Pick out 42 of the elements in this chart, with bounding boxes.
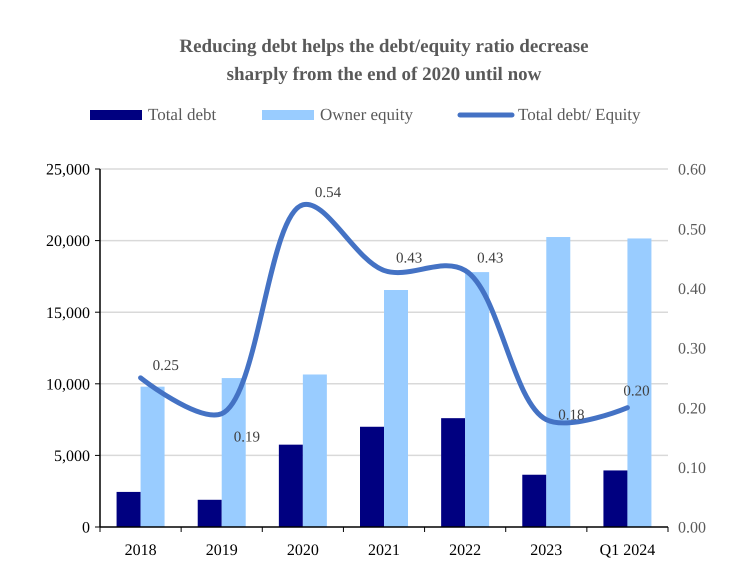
x-tick-label: 2022 bbox=[449, 542, 482, 559]
y2-tick-label: 0.10 bbox=[678, 460, 706, 477]
x-tick-label: 2019 bbox=[206, 542, 238, 559]
legend-label: Total debt bbox=[148, 105, 216, 124]
y2-tick-label: 0.00 bbox=[678, 520, 706, 537]
y2-tick-label: 0.30 bbox=[678, 340, 706, 358]
data-label: 0.19 bbox=[234, 430, 260, 446]
x-tick-label: 2023 bbox=[530, 542, 562, 559]
bar bbox=[302, 374, 327, 527]
data-label: 0.43 bbox=[396, 250, 422, 266]
y-tick-label: 10,000 bbox=[46, 376, 90, 394]
x-tick-label: 2020 bbox=[286, 542, 319, 559]
y-tick-label: 15,000 bbox=[46, 304, 90, 322]
y-tick-label: 25,000 bbox=[46, 162, 90, 179]
bar bbox=[522, 474, 546, 527]
legend-label: Owner equity bbox=[320, 105, 414, 124]
x-tick-label: 2021 bbox=[368, 542, 400, 559]
y2-tick-label: 0.50 bbox=[678, 221, 706, 238]
y2-tick-label: 0.60 bbox=[678, 162, 706, 179]
bar bbox=[116, 492, 141, 527]
bar bbox=[384, 290, 408, 527]
y-tick-label: 20,000 bbox=[46, 233, 90, 250]
data-label: 0.20 bbox=[623, 384, 650, 400]
x-tick-label: 2018 bbox=[124, 542, 157, 559]
bar bbox=[140, 386, 165, 527]
data-label: 0.54 bbox=[314, 184, 342, 201]
bar bbox=[278, 444, 303, 527]
bar bbox=[360, 426, 384, 527]
y-tick-label: 5,000 bbox=[54, 448, 90, 465]
y2-tick-label: 0.20 bbox=[678, 400, 706, 418]
bar bbox=[441, 418, 466, 527]
data-label: 0.25 bbox=[152, 358, 179, 374]
legend-label: Total debt/ Equity bbox=[518, 105, 642, 124]
y-tick-label: 0 bbox=[82, 520, 90, 537]
x-tick-label: Q1 2024 bbox=[600, 542, 656, 559]
bar bbox=[465, 272, 490, 527]
data-label: 0.43 bbox=[477, 250, 504, 266]
data-label: 0.18 bbox=[558, 408, 585, 424]
y2-tick-label: 0.40 bbox=[678, 280, 706, 298]
bar bbox=[198, 500, 222, 527]
chart-title: Reducing debt helps the debt/equity ratio decrease sharply from the end of 2020 until now bbox=[179, 36, 589, 85]
bar bbox=[603, 470, 628, 527]
